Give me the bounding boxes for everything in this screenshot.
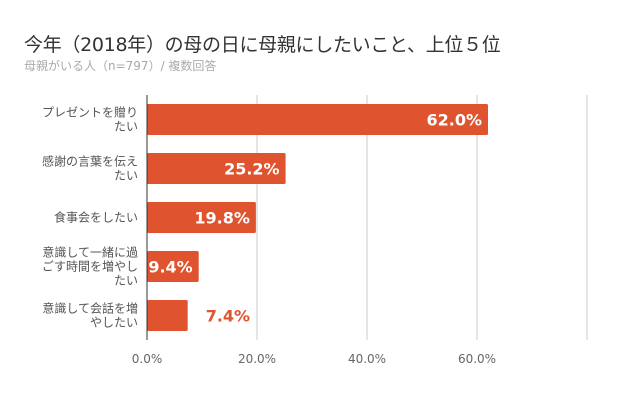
data-label: 19.8%: [194, 209, 250, 228]
category-label: 意識して会話を増: [42, 301, 138, 316]
chart-subtitle: 母親がいる人（n=797）/ 複数回答: [24, 59, 217, 73]
category-label: たい: [114, 120, 138, 134]
x-tick-label: 0.0%: [132, 352, 163, 366]
x-tick-label: 60.0%: [458, 352, 496, 366]
data-label: 7.4%: [206, 307, 250, 326]
category-label: 意識して一緒に過: [42, 245, 138, 260]
bar: [147, 300, 188, 331]
category-label: やしたい: [90, 316, 138, 330]
category-label: プレゼントを贈り: [42, 105, 138, 120]
x-tick-label: 40.0%: [348, 352, 386, 366]
data-label: 62.0%: [426, 111, 482, 130]
bar: [147, 251, 199, 282]
x-tick-label: 20.0%: [238, 352, 276, 366]
bar: [147, 153, 286, 184]
category-label: 食事会をしたい: [54, 210, 138, 225]
bar: [147, 202, 256, 233]
data-label: 25.2%: [224, 160, 280, 179]
data-label: 9.4%: [148, 258, 192, 277]
bar: [147, 104, 488, 135]
category-label: ごす時間を増やし: [42, 259, 138, 274]
chart-title: 今年（2018年）の母の日に母親にしたいこと、上位５位: [24, 34, 501, 56]
category-label: 感謝の言葉を伝え: [42, 154, 138, 169]
category-label: たい: [114, 169, 138, 183]
category-label: たい: [114, 274, 138, 288]
